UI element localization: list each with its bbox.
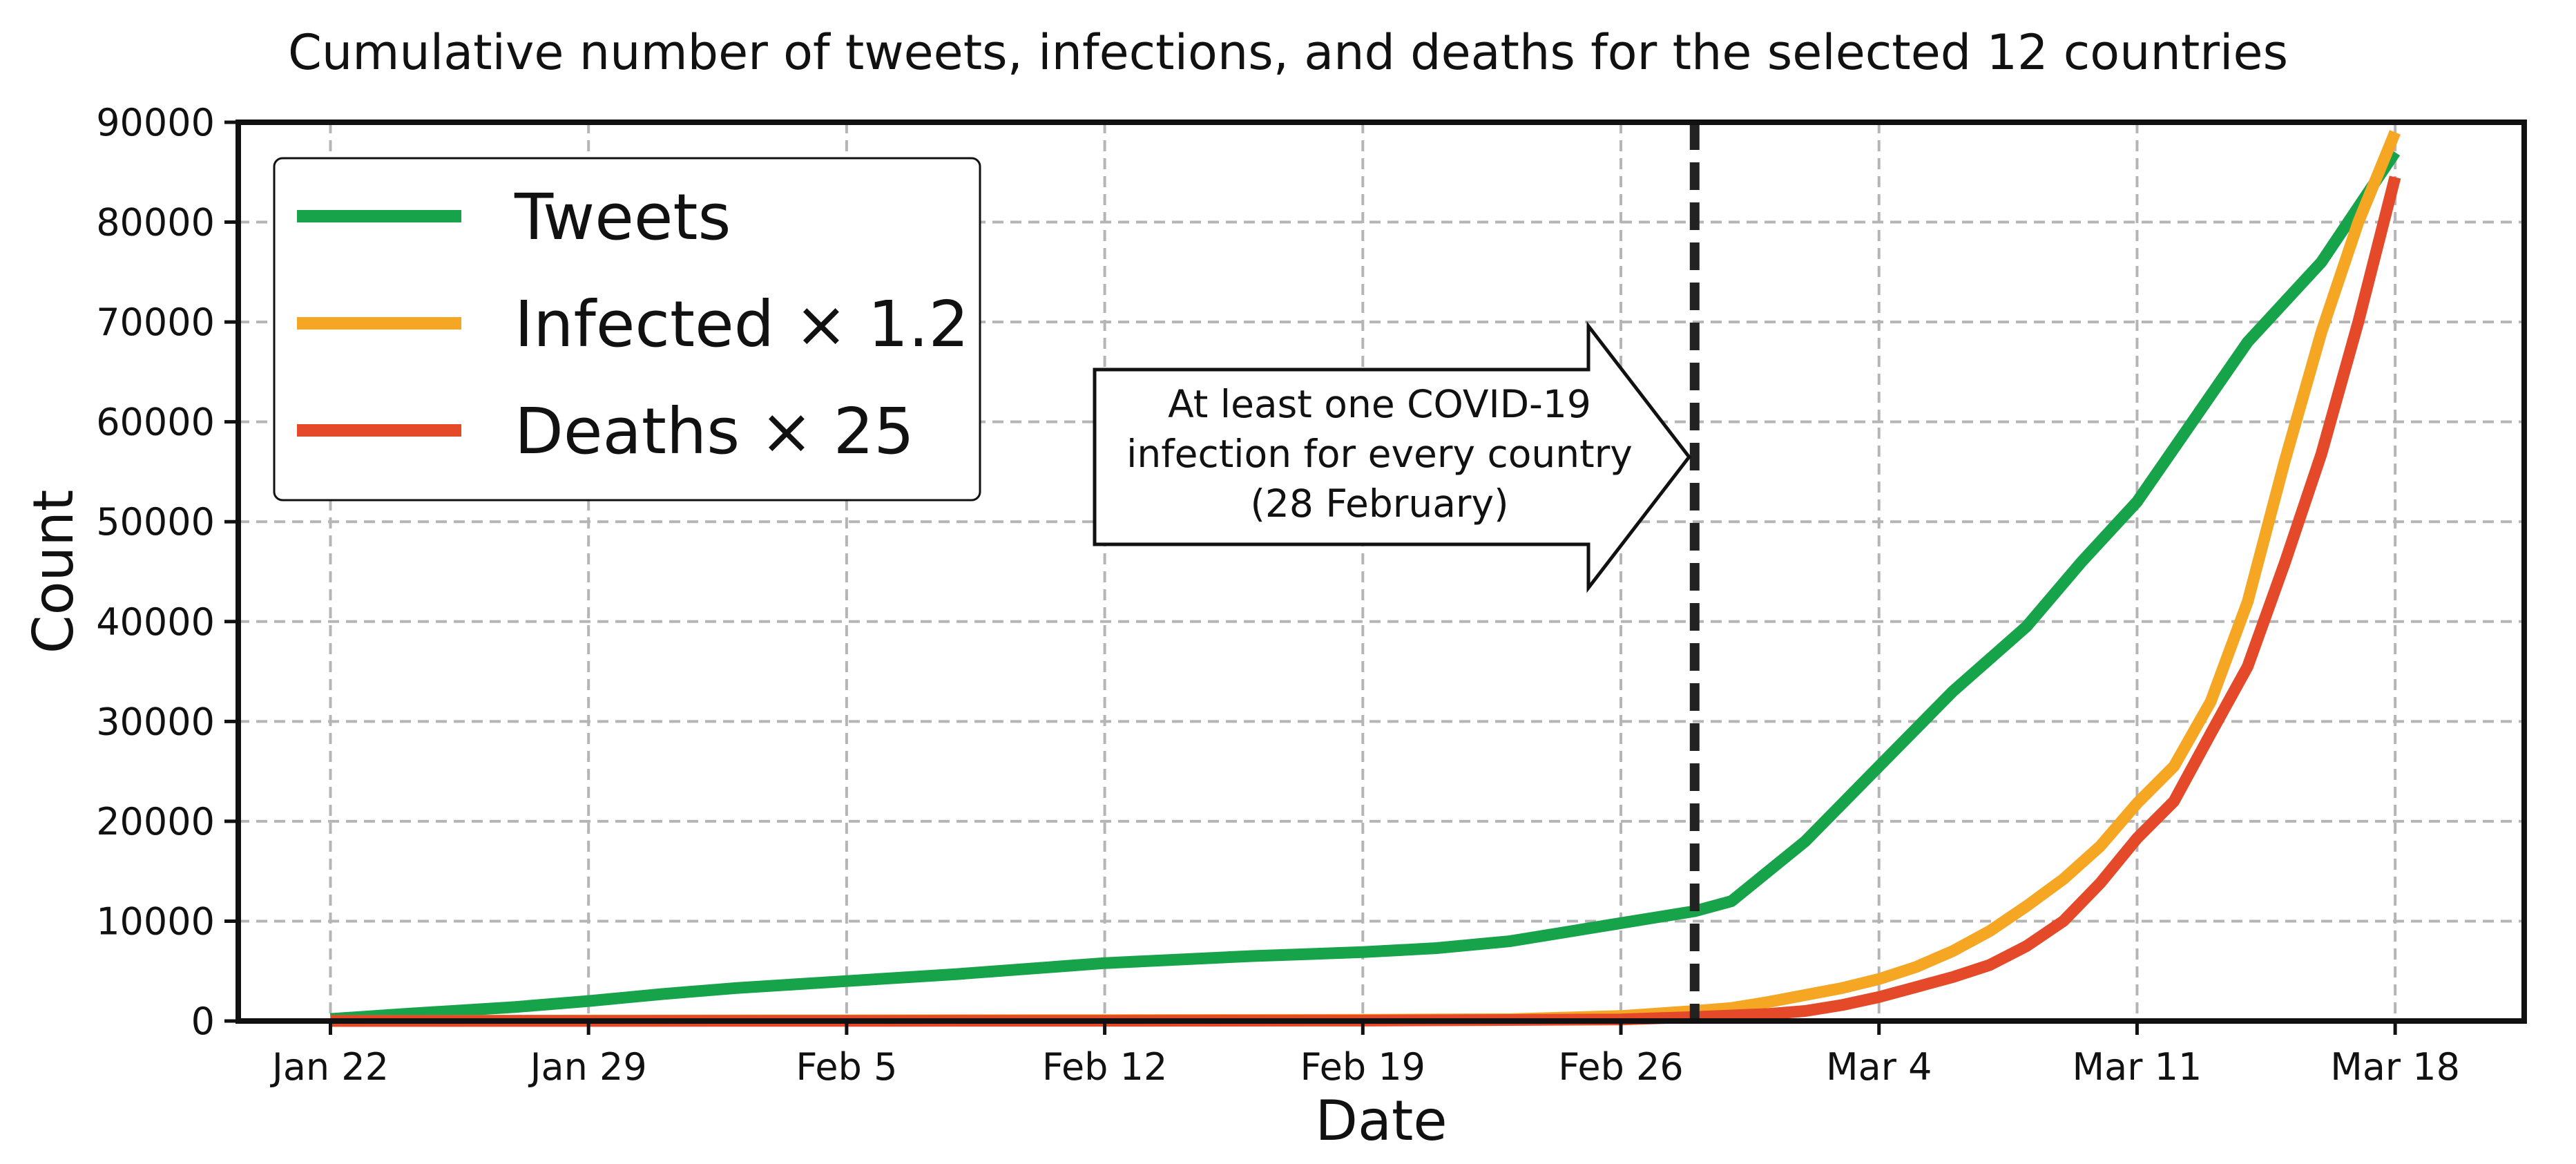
x-tick-label: Jan 29 (528, 1045, 647, 1089)
annotation: At least one COVID-19 infection for ever… (1093, 321, 1691, 593)
y-tick-label: 50000 (96, 500, 215, 544)
x-tick-label: Feb 12 (1042, 1045, 1168, 1089)
x-axis-label: Date (1315, 1089, 1447, 1153)
x-tick-label: Mar 4 (1826, 1045, 1932, 1089)
y-tick-label: 70000 (96, 300, 215, 344)
legend-label-deaths: Deaths × 25 (515, 394, 914, 468)
y-tick-label: 60000 (96, 401, 215, 444)
y-tick-label: 0 (191, 1000, 215, 1043)
y-axis-label: Count (21, 490, 86, 654)
y-tick-label: 30000 (96, 700, 215, 743)
annotation-line-3: (28 February) (1250, 481, 1508, 526)
y-axis: 0 10000 20000 30000 40000 50000 60000 70000 8000… (96, 101, 238, 1043)
chart-title: Cumulative number of tweets, infections,… (288, 24, 2288, 81)
y-tick-label: 40000 (96, 600, 215, 644)
annotation-arrow (1093, 321, 1691, 593)
x-tick-label: Jan 22 (270, 1045, 389, 1089)
x-tick-label: Mar 18 (2330, 1045, 2460, 1089)
x-tick-label: Feb 19 (1300, 1045, 1426, 1089)
x-tick-label: Mar 11 (2073, 1045, 2202, 1089)
legend-box (273, 157, 981, 502)
plot-frame (236, 120, 2527, 1024)
x-tick-label: Feb 26 (1558, 1045, 1684, 1089)
annotation-line-1: At least one COVID-19 (1168, 382, 1591, 426)
legend: Tweets Infected × 1.2 Deaths × 25 (273, 157, 981, 502)
y-tick-label: 90000 (96, 101, 215, 144)
legend-label-infected: Infected × 1.2 (515, 287, 969, 361)
annotation-line-2: infection for every country (1126, 432, 1633, 476)
y-tick-label: 20000 (96, 800, 215, 843)
x-tick-label: Feb 5 (796, 1045, 897, 1089)
series-line-tweets (329, 149, 2401, 1025)
x-axis: Jan 22 Jan 29 Feb 5 Feb 12 Feb 19 Feb 26 Mar 4… (270, 1021, 2460, 1089)
y-tick-label: 10000 (96, 899, 215, 943)
legend-label-tweets: Tweets (514, 180, 731, 254)
y-tick-label: 80000 (96, 201, 215, 245)
